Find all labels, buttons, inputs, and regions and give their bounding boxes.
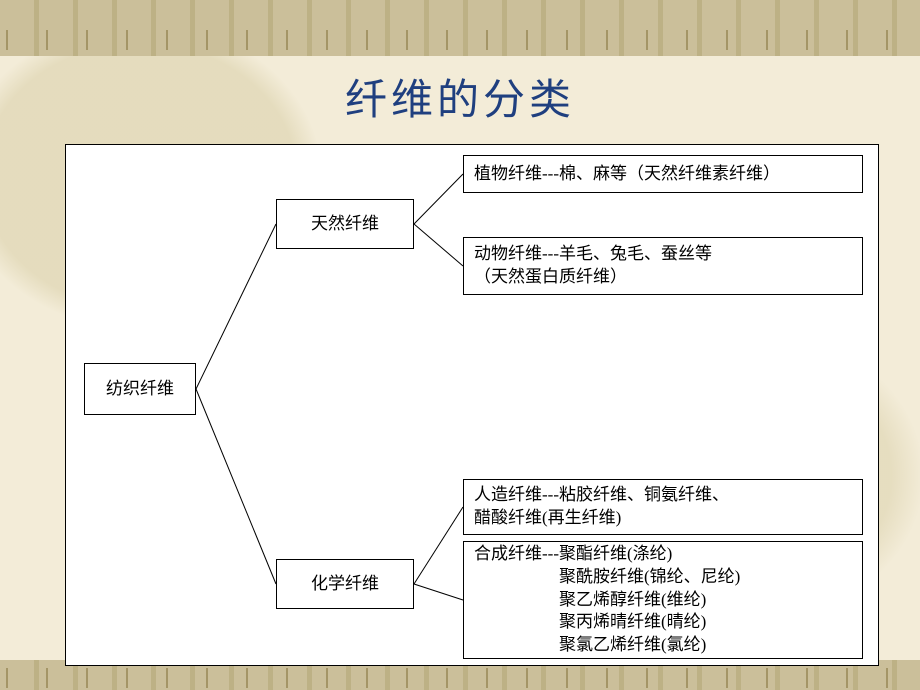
node-chem: 化学纤维: [276, 559, 414, 609]
classification-diagram: 纺织纤维 天然纤维化学纤维 植物纤维---棉、麻等（天然纤维素纤维） 动物纤维---羊…: [65, 144, 879, 666]
node-manmade: 人造纤维---粘胶纤维、铜氨纤维、 醋酸纤维(再生纤维): [463, 479, 863, 535]
node-synth: 合成纤维---聚酯纤维(涤纶) 聚酰胺纤维(锦纶、尼纶) 聚乙烯醇纤维(维纶) …: [463, 541, 863, 659]
node-animal: 动物纤维---羊毛、兔毛、蚕丝等 （天然蛋白质纤维）: [463, 237, 863, 295]
node-plant: 植物纤维---棉、麻等（天然纤维素纤维）: [463, 155, 863, 193]
node-root: 纺织纤维: [84, 363, 196, 415]
node-nat: 天然纤维: [276, 199, 414, 249]
page-title: 纤维的分类: [0, 66, 920, 127]
